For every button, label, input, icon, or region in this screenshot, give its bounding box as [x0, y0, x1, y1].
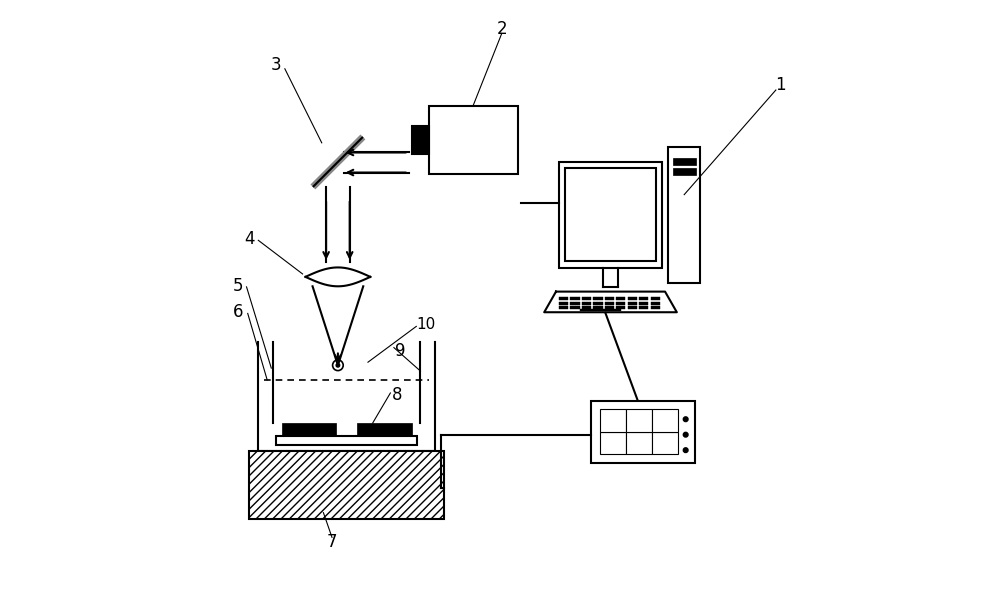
Bar — [580, 309, 621, 311]
Bar — [605, 298, 614, 300]
Bar — [652, 431, 678, 454]
Bar — [651, 306, 660, 309]
Circle shape — [683, 433, 688, 437]
Bar — [570, 306, 580, 309]
Bar — [639, 298, 648, 300]
Bar — [616, 302, 625, 305]
Bar — [357, 423, 412, 436]
Bar — [582, 298, 591, 300]
Text: 5: 5 — [232, 277, 243, 295]
Bar — [582, 302, 591, 305]
Bar — [600, 409, 626, 431]
Bar — [570, 298, 580, 300]
Bar — [673, 158, 696, 165]
Text: 8: 8 — [392, 386, 402, 404]
Bar — [559, 298, 568, 300]
Text: 10: 10 — [417, 317, 436, 331]
Bar — [582, 306, 591, 309]
Bar — [605, 306, 614, 309]
Bar — [651, 302, 660, 305]
Bar — [628, 298, 637, 300]
Bar — [249, 451, 444, 518]
Polygon shape — [305, 267, 370, 286]
Bar — [593, 306, 603, 309]
Text: 7: 7 — [327, 533, 337, 551]
Bar — [626, 431, 652, 454]
Bar — [565, 168, 656, 261]
Bar — [616, 298, 625, 300]
Bar — [570, 302, 580, 305]
Bar — [628, 302, 637, 305]
Circle shape — [683, 417, 688, 422]
Polygon shape — [544, 292, 677, 312]
Bar — [651, 298, 660, 300]
Circle shape — [336, 364, 340, 367]
Bar — [429, 106, 518, 174]
Bar — [652, 409, 678, 431]
Bar — [668, 147, 700, 283]
Text: 9: 9 — [395, 342, 405, 359]
Text: 3: 3 — [271, 56, 281, 74]
Bar — [600, 431, 626, 454]
Bar — [559, 162, 662, 268]
Text: 4: 4 — [244, 230, 255, 248]
Bar — [412, 126, 429, 154]
Bar — [673, 168, 696, 176]
Bar — [559, 302, 568, 305]
Circle shape — [683, 448, 688, 453]
Bar — [591, 400, 695, 462]
Bar — [593, 302, 603, 305]
Text: 2: 2 — [496, 20, 507, 38]
Bar — [628, 306, 637, 309]
Bar — [639, 306, 648, 309]
Text: 1: 1 — [775, 76, 785, 94]
Bar — [282, 423, 336, 436]
Text: 6: 6 — [232, 303, 243, 321]
Bar — [276, 436, 417, 445]
Bar — [639, 302, 648, 305]
Bar — [605, 302, 614, 305]
Bar — [626, 409, 652, 431]
Bar — [616, 306, 625, 309]
Bar — [593, 298, 603, 300]
Bar — [559, 306, 568, 309]
